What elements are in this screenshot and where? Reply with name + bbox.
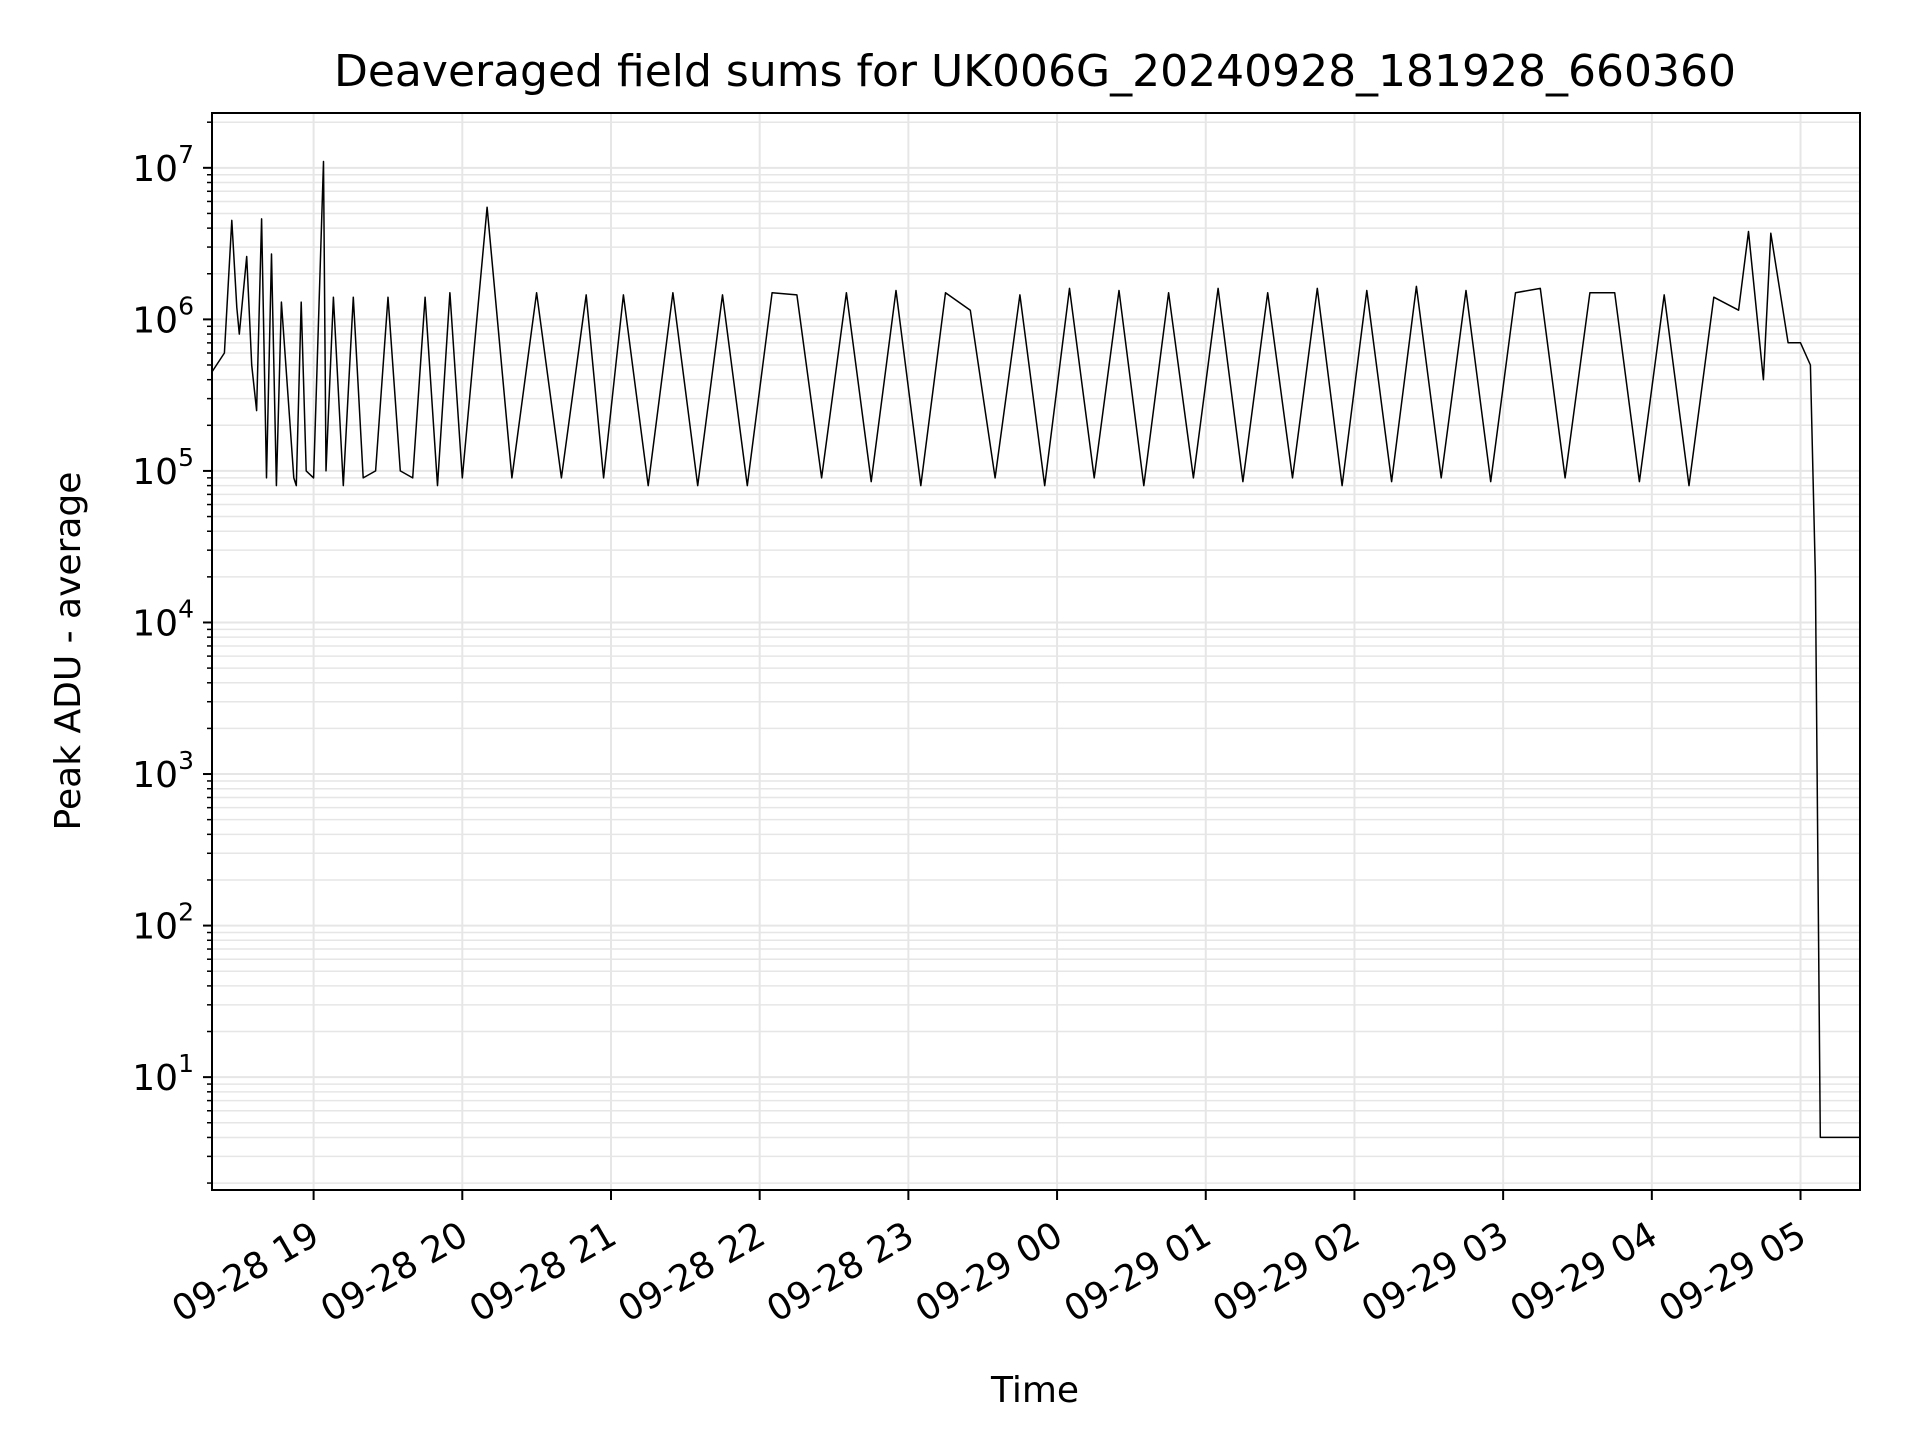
x-tick-label: 09-29 03	[1355, 1214, 1516, 1330]
x-tick-label: 09-28 20	[314, 1214, 475, 1330]
data-series	[211, 160, 1860, 1139]
grid-lines	[212, 113, 1860, 1190]
x-tick-label: 09-29 04	[1504, 1214, 1665, 1330]
plot-area-frame	[211, 112, 1861, 1191]
series-line	[211, 160, 1860, 1139]
x-axis-label: Time	[990, 1370, 1079, 1411]
y-axis-label: Peak ADU - average	[48, 472, 89, 831]
x-tick-label: 09-28 22	[612, 1214, 773, 1330]
y-tick-label: 103	[132, 746, 194, 796]
y-tick-label: 105	[132, 443, 194, 493]
x-tick-label: 09-28 23	[760, 1214, 921, 1330]
y-tick-label: 101	[132, 1049, 194, 1099]
x-tick-label: 09-29 02	[1206, 1214, 1367, 1330]
x-tick-label: 09-28 21	[463, 1214, 624, 1330]
x-tick-label: 09-29 00	[909, 1214, 1070, 1330]
y-tick-label: 107	[132, 140, 194, 190]
y-tick-label: 102	[132, 898, 194, 948]
x-tick-label: 09-28 19	[165, 1214, 326, 1330]
y-tick-label: 106	[132, 291, 194, 341]
x-tick-label: 09-29 01	[1058, 1214, 1219, 1330]
x-tick-label: 09-29 05	[1652, 1214, 1813, 1330]
y-axis-ticks: 101 102 103 104 105 106 107	[132, 121, 212, 1184]
chart-title: Deaveraged field sums for UK006G_2024092…	[334, 46, 1736, 97]
y-tick-label: 104	[132, 594, 194, 644]
